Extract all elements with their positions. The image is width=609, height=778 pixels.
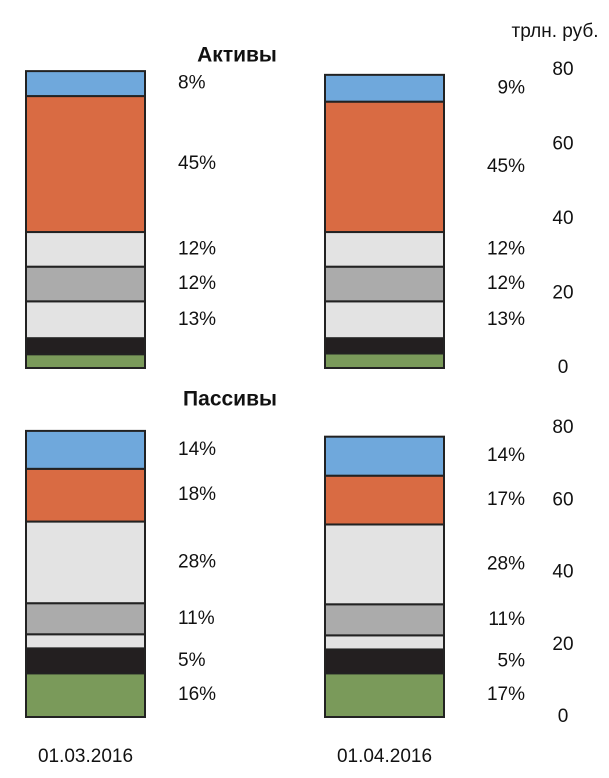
- bar-segment: [25, 70, 146, 98]
- bar-segment: [324, 352, 445, 370]
- share-label: 5%: [178, 650, 206, 671]
- bar-segment: [324, 100, 445, 234]
- y-tick-label: 40: [552, 562, 573, 583]
- share-label: 12%: [178, 273, 216, 294]
- share-label: 17%: [487, 684, 525, 705]
- bar-segment: [25, 467, 146, 523]
- bar-segment: [324, 523, 445, 606]
- share-label: 16%: [178, 684, 216, 705]
- bar-segment: [324, 337, 445, 355]
- unit-label: трлн. руб.: [512, 21, 599, 42]
- bar-segment: [25, 95, 146, 234]
- bar-segment: [25, 672, 146, 719]
- bar-segment: [25, 337, 146, 356]
- x-tick-label: 01.03.2016: [38, 746, 133, 767]
- share-label: 45%: [487, 156, 525, 177]
- bar-segment: [324, 265, 445, 303]
- bar-segment: [324, 603, 445, 637]
- panel-title: Пассивы: [183, 388, 277, 411]
- bar-segment: [324, 474, 445, 526]
- y-tick-label: 20: [552, 283, 573, 304]
- share-label: 45%: [178, 153, 216, 174]
- y-tick-label: 0: [558, 706, 569, 727]
- bar-segment: [25, 231, 146, 268]
- y-tick-label: 0: [558, 357, 569, 378]
- bar-segment: [324, 231, 445, 268]
- y-tick-label: 60: [552, 489, 573, 510]
- y-tick-label: 80: [552, 59, 573, 80]
- bar-segment: [324, 648, 445, 675]
- share-label: 11%: [178, 608, 215, 629]
- bar-segment: [25, 647, 146, 675]
- bar-segment: [25, 300, 146, 340]
- panel-title: Активы: [197, 44, 277, 67]
- bar-segment: [324, 435, 445, 477]
- y-tick-label: 20: [552, 634, 573, 655]
- x-tick-label: 01.04.2016: [337, 746, 432, 767]
- share-label: 18%: [178, 484, 216, 505]
- bar-segment: [324, 73, 445, 103]
- share-label: 14%: [487, 445, 525, 466]
- bar-segment: [25, 353, 146, 369]
- share-label: 9%: [498, 77, 526, 98]
- share-label: 13%: [487, 309, 525, 330]
- bar-segment: [324, 672, 445, 719]
- bar-segment: [324, 300, 445, 340]
- bar-segment: [25, 265, 146, 303]
- y-tick-label: 60: [552, 134, 573, 155]
- share-label: 12%: [487, 273, 525, 294]
- y-tick-label: 80: [552, 417, 573, 438]
- share-label: 8%: [178, 73, 206, 94]
- bar-segment: [25, 633, 146, 650]
- bar-segment: [324, 634, 445, 651]
- bar-segment: [25, 520, 146, 605]
- share-label: 14%: [178, 439, 216, 460]
- share-label: 11%: [488, 609, 525, 630]
- share-label: 28%: [487, 553, 525, 574]
- share-label: 12%: [487, 238, 525, 259]
- share-label: 12%: [178, 238, 216, 259]
- share-label: 5%: [498, 650, 526, 671]
- y-tick-label: 40: [552, 208, 573, 229]
- share-label: 28%: [178, 551, 216, 572]
- share-label: 17%: [487, 489, 525, 510]
- bar-segment: [25, 602, 146, 636]
- bar-segment: [25, 429, 146, 470]
- share-label: 13%: [178, 309, 216, 330]
